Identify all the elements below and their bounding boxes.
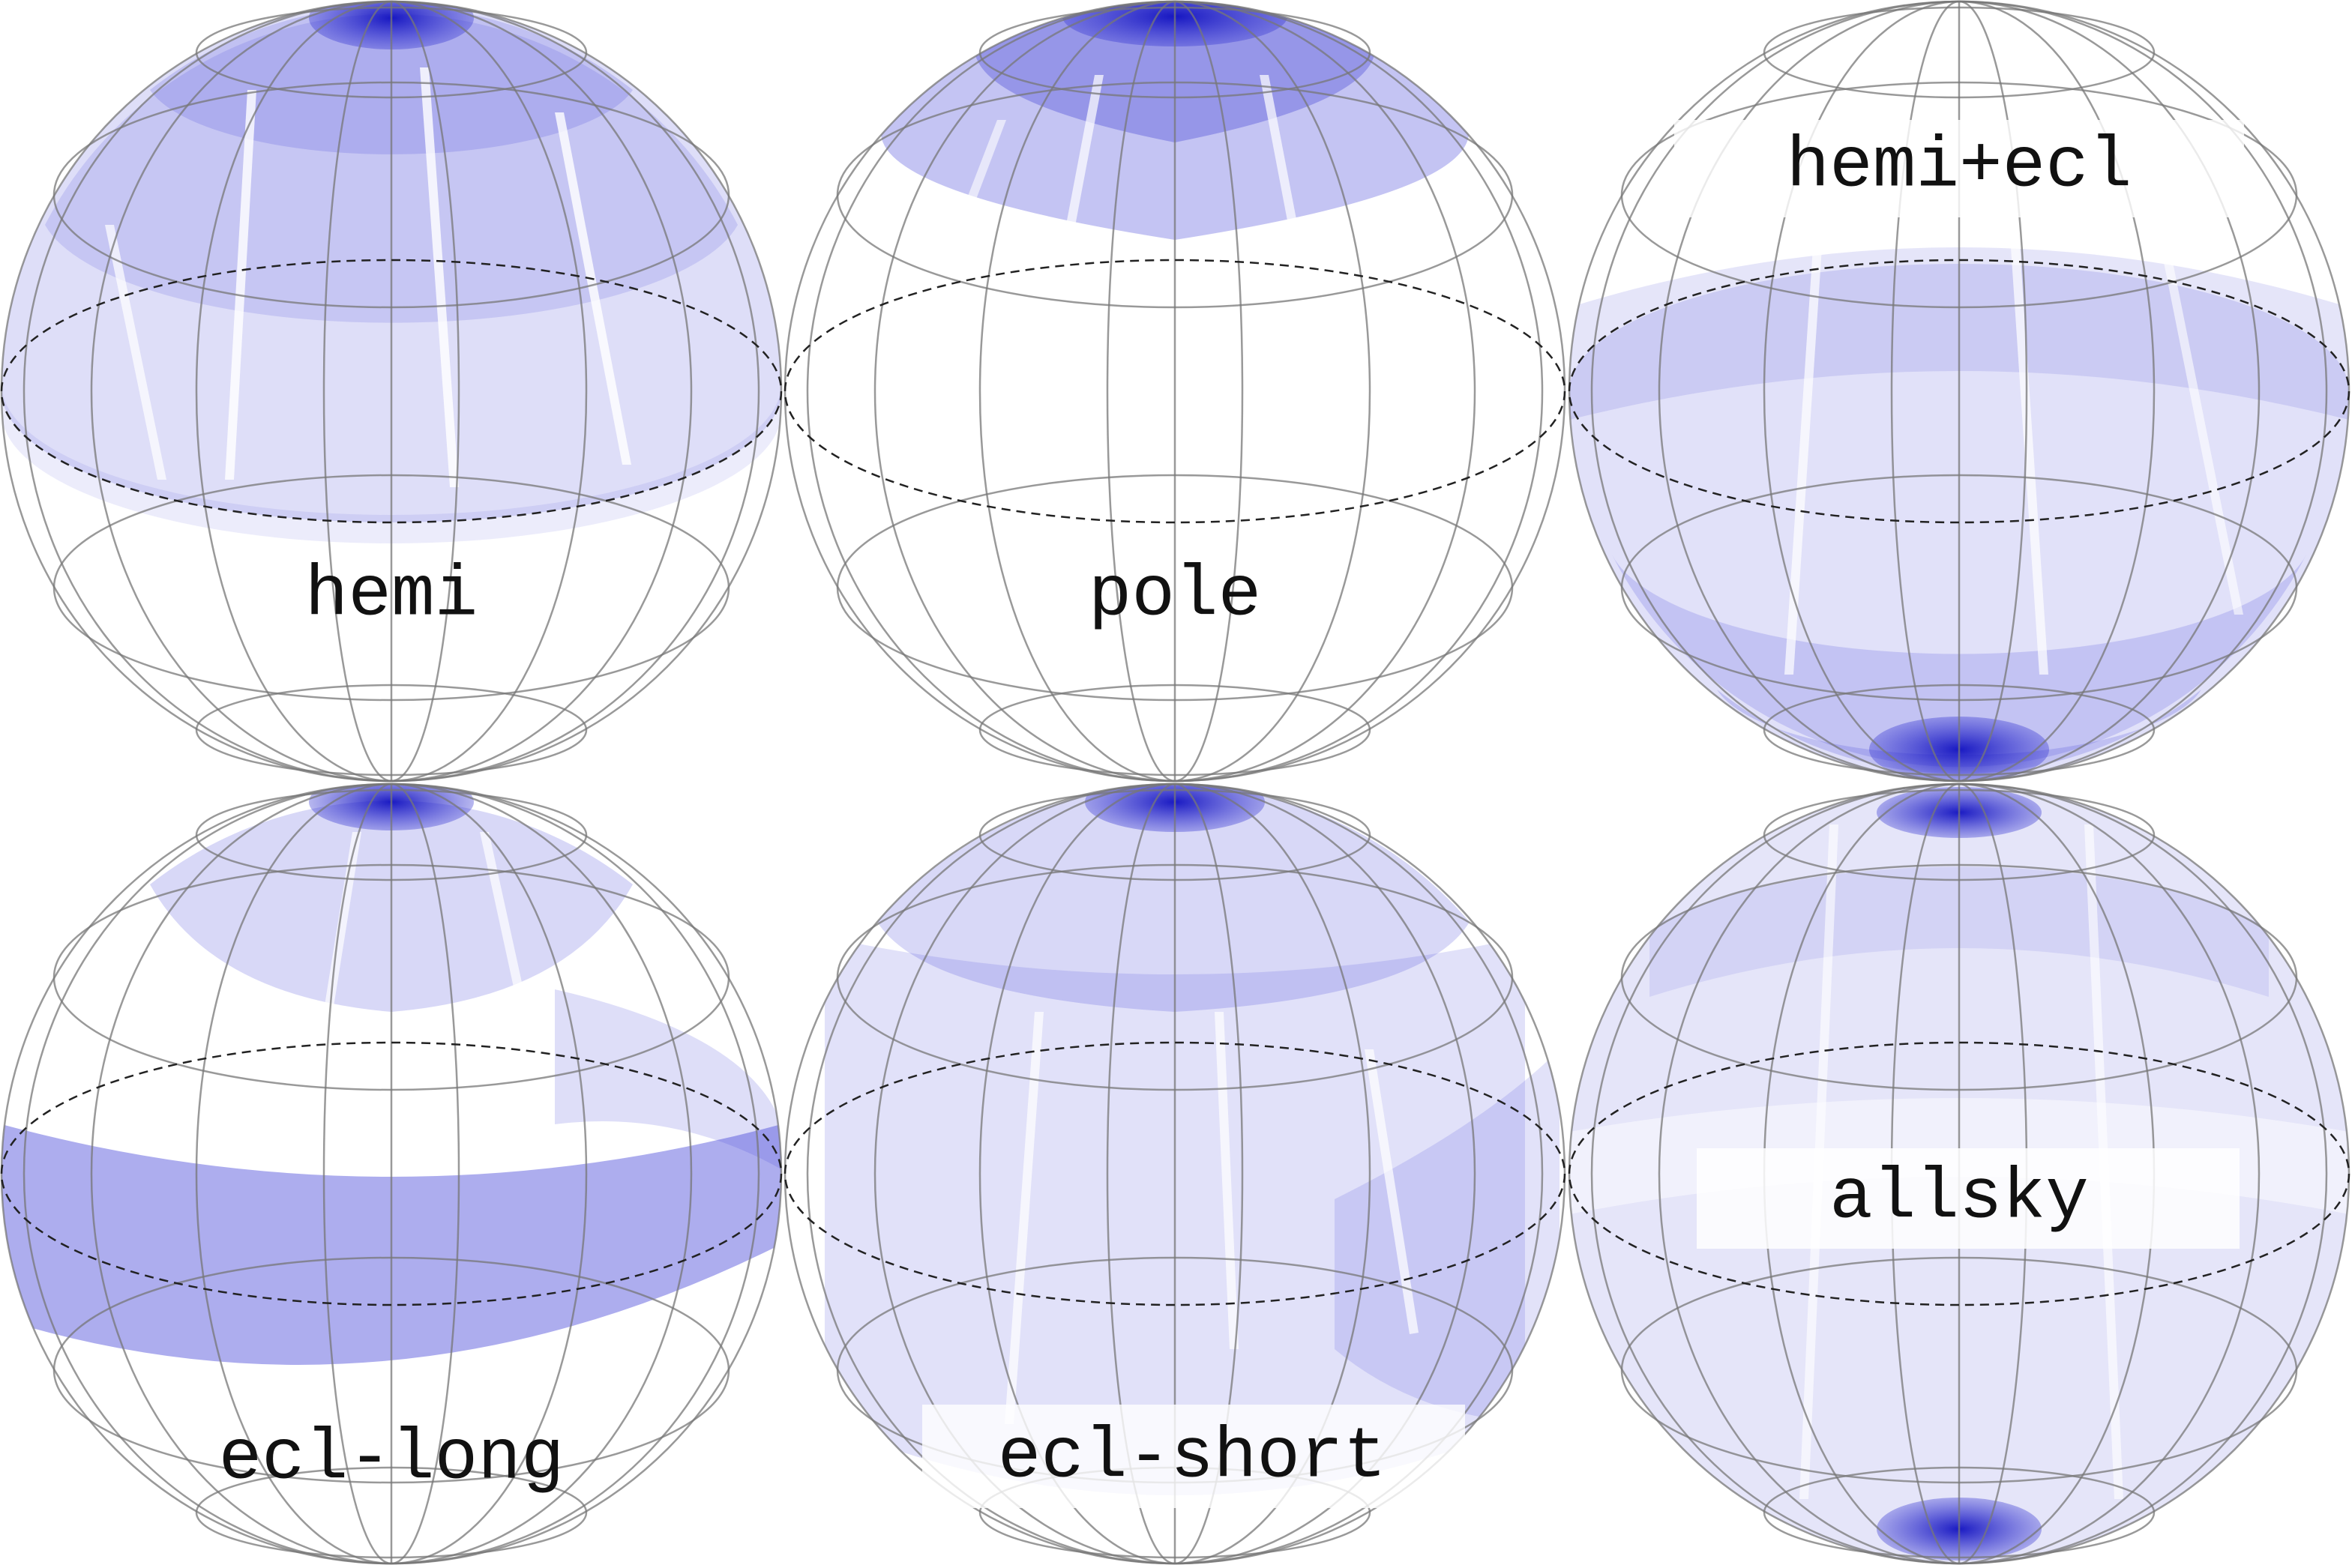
sphere-panel-hemi-ecl: hemi+ecl <box>1568 0 2351 783</box>
panel-label-pole: pole <box>1089 554 1261 636</box>
panel-label-hemi: hemi <box>305 554 478 636</box>
sphere-panel-ecl-long: ecl-long <box>0 783 783 1565</box>
sphere-panel-hemi: hemi <box>0 0 783 783</box>
panel-label-ecl-short: ecl-short <box>998 1416 1386 1498</box>
panel-label-ecl-long: ecl-long <box>219 1417 565 1499</box>
panel-label-allsky: allsky <box>1829 1157 2089 1238</box>
sphere-panel-allsky: allsky <box>1568 783 2351 1565</box>
sphere-panel-pole: pole <box>784 0 1566 783</box>
sphere-panel-ecl-short: ecl-short <box>784 783 1566 1565</box>
panel-label-hemi-ecl: hemi+ecl <box>1787 125 2132 207</box>
